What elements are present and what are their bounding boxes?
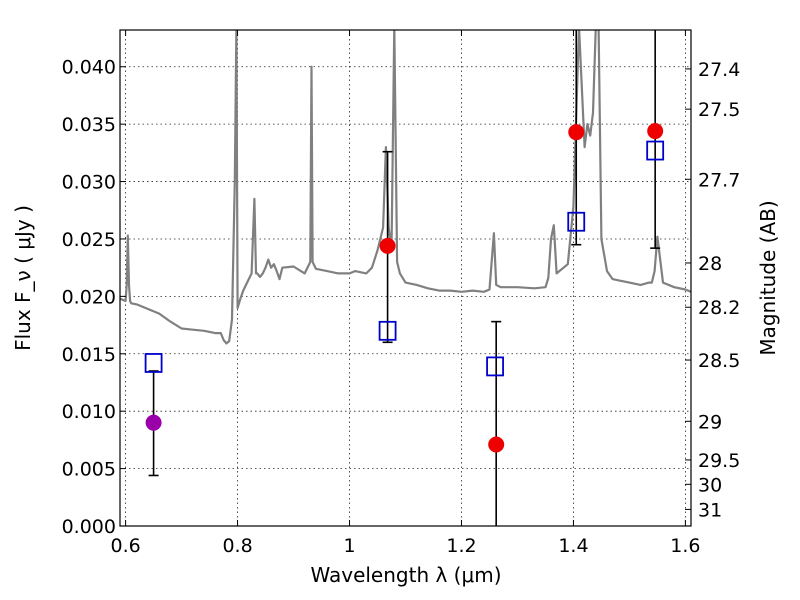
flux-measurement-point (145, 414, 162, 431)
magnitude-tick-label: 28.5 (698, 350, 740, 372)
magnitude-tick-label: 31 (698, 499, 722, 521)
flux-measurement-point (647, 123, 664, 140)
x-axis: 0.6 0.8 1 1.2 1.4 1.6 (110, 30, 701, 557)
x-tick-label: 1.2 (446, 535, 476, 557)
plot-frame (119, 29, 692, 527)
magnitude-tick-label: 30 (698, 474, 722, 496)
y-tick-label: 0.020 (62, 286, 116, 308)
x-tick-label: 1.4 (558, 535, 588, 557)
flux-measurement-point (488, 436, 505, 453)
y-tick-label: 0.035 (62, 114, 116, 136)
magnitude-axis: 27.4 27.5 27.7 28 28.2 28.5 29 29.530 31 (685, 59, 740, 521)
plot-area (120, 30, 691, 345)
model-spectrum-line (120, 30, 691, 345)
y-tick-label: 0.030 (62, 172, 116, 194)
magnitude-tick-label: 29 (698, 411, 722, 433)
model-flux-square (378, 320, 397, 341)
model-flux-square (646, 140, 665, 161)
x-tick-label: 0.6 (110, 535, 140, 557)
grid-lines (120, 30, 691, 526)
y-tick-label: 0.040 (62, 57, 116, 79)
x-axis-label: Wavelength λ (μm) (310, 563, 501, 587)
x-tick-label: 0.8 (222, 535, 252, 557)
model-flux-square (567, 211, 586, 232)
x-tick-label: 1 (343, 535, 355, 557)
flux-measurement-point (379, 237, 396, 254)
y-axis-label: Flux F_ν ( μJy ) (11, 205, 35, 351)
magnitude-tick-label: 28 (698, 253, 722, 275)
magnitude-tick-label: 28.2 (698, 297, 740, 319)
magnitude-axis-label: Magnitude (AB) (756, 200, 780, 355)
y-tick-label: 0.025 (62, 229, 116, 251)
error-bars (144, 30, 665, 526)
magnitude-tick-label: 29.5 (698, 450, 740, 472)
x-tick-label: 1.6 (670, 535, 700, 557)
model-flux-square (144, 353, 163, 373)
y-tick-label: 0.000 (62, 516, 116, 538)
flux-measurement-point (568, 124, 585, 141)
model-flux-square (486, 356, 504, 377)
magnitude-tick-label: 27.7 (698, 169, 740, 191)
magnitude-tick-label: 27.5 (698, 99, 740, 121)
magnitude-tick-label: 27.4 (698, 59, 740, 81)
y-axis: 0.000 0.005 0.010 0.015 0.020 0.025 0.030 0.035… (62, 57, 126, 538)
y-tick-label: 0.015 (62, 344, 116, 366)
y-tick-label: 0.010 (62, 401, 116, 423)
y-tick-label: 0.005 (62, 459, 116, 481)
